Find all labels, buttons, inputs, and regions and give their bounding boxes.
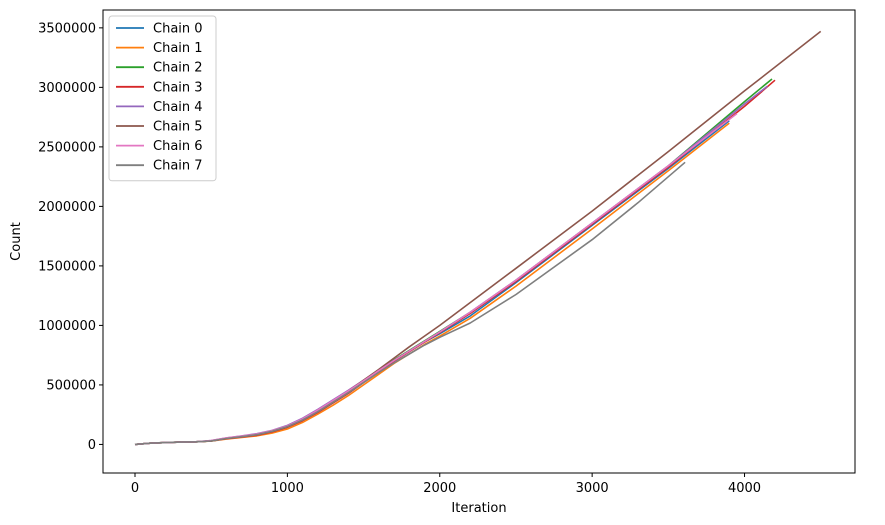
legend-box [108,15,217,182]
legend-label-chain-0: Chain 0 [153,22,203,37]
y-tick-label: 3500000 [38,21,96,36]
y-tick-label: 2500000 [38,140,96,155]
x-tick-label: 3000 [576,481,609,496]
x-tick-label: 0 [131,481,139,496]
series-line-chain-7 [134,161,686,446]
x-tick-label: 1000 [271,481,304,496]
y-axis: 0 500000 1000000 1500000 2000000 2500000 30000… [38,21,103,453]
legend-label-chain-3: Chain 3 [153,80,203,95]
plot-lines [134,30,822,446]
legend-label-chain-6: Chain 6 [153,139,203,154]
legend-label-chain-4: Chain 4 [153,100,203,115]
legend-label-chain-1: Chain 1 [153,41,203,56]
x-axis: 0 1000 2000 3000 4000 [131,473,761,496]
x-tick-label: 4000 [728,481,761,496]
y-tick-label: 500000 [46,378,96,393]
y-tick-label: 1500000 [38,259,96,274]
legend-label-chain-5: Chain 5 [153,120,203,135]
y-tick-label: 0 [88,438,96,453]
legend: Chain 0 Chain 1 Chain 2 Chain 3 Chain 4 Chain… [108,15,217,182]
plot-frame [102,9,856,474]
legend-label-chain-7: Chain 7 [153,159,203,174]
y-axis-label: Count [9,222,24,261]
y-tick-label: 3000000 [38,81,96,96]
legend-label-chain-2: Chain 2 [153,61,203,76]
x-tick-label: 2000 [423,481,456,496]
x-axis-label: Iteration [451,501,506,516]
y-tick-label: 2000000 [38,200,96,215]
y-tick-label: 1000000 [38,319,96,334]
